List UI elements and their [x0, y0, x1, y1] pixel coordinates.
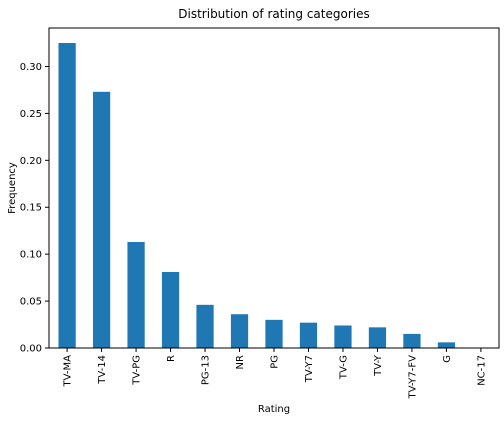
y-tick-label: 0.20 [20, 156, 42, 167]
bar-tv-y [369, 327, 386, 348]
x-tick-label: PG [270, 355, 281, 369]
x-axis-label: Rating [258, 404, 290, 415]
bar-r [162, 272, 179, 348]
x-tick-label: TV-PG [132, 355, 143, 386]
x-tick-label: G [442, 355, 453, 363]
axis-ticks: TV-MA TV-14 TV-PG R PG-13 NR PG TV-Y7 TV-G TV-Y TV… [20, 62, 488, 399]
plot-frame [49, 28, 499, 348]
x-tick-label: NC-17 [476, 355, 487, 386]
y-tick-label: 0.00 [20, 344, 42, 355]
bar-tv-pg [127, 242, 144, 348]
bar-tv-y7 [300, 323, 317, 348]
y-tick-label: 0.05 [20, 297, 42, 308]
chart-title: Distribution of rating categories [178, 7, 369, 21]
bar-tv-y7-fv [403, 334, 420, 348]
x-tick-label: R [166, 355, 177, 362]
bar-nr [231, 314, 248, 348]
x-tick-label: TV-MA [63, 355, 74, 388]
x-tick-label: TV-Y7 [304, 355, 315, 383]
bar-pg [265, 320, 282, 348]
bar-tv-14 [93, 92, 110, 348]
x-tick-label: TV-G [338, 355, 349, 380]
x-tick-label: TV-Y [373, 354, 384, 377]
y-tick-label: 0.15 [20, 203, 42, 214]
y-tick-label: 0.30 [20, 62, 42, 73]
x-tick-label: TV-Y7-FV [407, 355, 418, 400]
bar-g [438, 342, 455, 348]
y-tick-label: 0.25 [20, 109, 42, 120]
bar-tv-ma [58, 43, 75, 348]
x-tick-label: PG-13 [201, 355, 212, 385]
bar-pg-13 [196, 305, 213, 348]
bars [58, 43, 489, 348]
x-tick-label: TV-14 [97, 355, 108, 385]
x-tick-label: NR [235, 355, 246, 369]
bar-tv-g [334, 325, 351, 348]
y-tick-label: 0.10 [20, 250, 42, 261]
y-axis-label: Frequency [7, 162, 18, 214]
